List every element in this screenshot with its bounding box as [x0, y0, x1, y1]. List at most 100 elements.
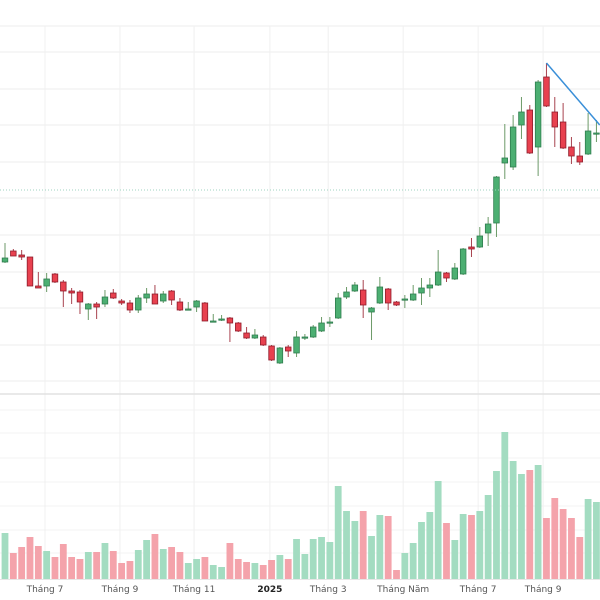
- candle: [193, 300, 200, 312]
- candle: [476, 227, 484, 248]
- volume-bar: [326, 542, 334, 579]
- candle: [534, 80, 542, 176]
- candle: [509, 115, 517, 170]
- candle: [43, 273, 50, 292]
- volume-bar: [509, 461, 517, 579]
- candle-body: [310, 326, 317, 338]
- candle: [543, 63, 550, 107]
- candle: [135, 295, 142, 313]
- candle: [51, 273, 59, 283]
- volume-bar: [109, 551, 117, 579]
- volume-bar: [193, 559, 200, 579]
- candle-body: [201, 302, 209, 322]
- candle: [568, 137, 575, 164]
- volume-bar: [218, 567, 225, 579]
- candle: [101, 290, 109, 307]
- candle: [226, 317, 234, 342]
- volume-pane: [1, 432, 600, 579]
- candle-body: [35, 285, 42, 289]
- candle: [126, 300, 134, 313]
- volume-bar: [334, 486, 342, 579]
- candle-body: [1, 257, 9, 263]
- candle: [243, 327, 250, 339]
- candle-body: [151, 293, 159, 305]
- candle-body: [268, 345, 275, 361]
- candle: [26, 256, 34, 287]
- volume-bar: [459, 514, 467, 579]
- volume-bar: [443, 523, 450, 579]
- volume-bar: [393, 570, 400, 579]
- volume-bar: [376, 515, 384, 579]
- candle: [384, 288, 392, 310]
- candle-body: [418, 287, 425, 294]
- candle-body: [243, 332, 250, 339]
- x-tick-label: Tháng 9: [101, 585, 139, 595]
- candle-body: [343, 291, 350, 298]
- candle-body: [226, 317, 234, 324]
- volume-bar: [84, 552, 92, 579]
- candle-body: [235, 322, 242, 332]
- volume-bar: [268, 560, 275, 579]
- volume-bar: [368, 536, 375, 579]
- x-tick-label: 2025: [257, 585, 282, 595]
- candle-body: [318, 322, 325, 332]
- candle: [218, 315, 225, 321]
- volume-bar: [126, 561, 134, 579]
- candle-body: [459, 248, 467, 275]
- volume-bar: [409, 543, 417, 579]
- candle-body: [276, 347, 284, 364]
- candle-body: [185, 308, 192, 311]
- volume-bar: [143, 540, 151, 579]
- candle: [293, 331, 300, 357]
- candle: [201, 302, 209, 322]
- candle: [68, 288, 75, 304]
- time-axis[interactable]: Tháng 7 Tháng 9 Tháng 11 2025 Tháng 3 Tháng N…: [26, 585, 562, 595]
- candle: [593, 120, 600, 142]
- candle-body: [593, 132, 600, 135]
- volume-bar: [576, 537, 584, 579]
- candle: [559, 103, 567, 149]
- volume-bar: [418, 522, 425, 579]
- candle-body: [118, 300, 125, 304]
- candle-body: [334, 297, 342, 319]
- volume-bar: [551, 498, 559, 579]
- volume-bar: [209, 565, 217, 579]
- candle: [60, 280, 67, 307]
- volume-bar: [184, 563, 192, 579]
- volume-bar: [26, 537, 34, 579]
- x-tick-label: Tháng 9: [524, 585, 562, 595]
- trend-line[interactable]: [545, 62, 600, 126]
- volume-bar: [426, 512, 434, 579]
- volume-bar: [59, 544, 67, 579]
- volume-bar: [568, 518, 575, 579]
- volume-bar: [359, 511, 367, 579]
- candle-body: [443, 272, 450, 279]
- x-tick-label: Tháng Năm: [376, 585, 429, 595]
- candle-body: [210, 320, 217, 323]
- x-tick-label: Tháng 11: [172, 585, 215, 595]
- candle: [185, 302, 192, 311]
- volume-bar: [451, 540, 459, 579]
- volume-bar: [301, 554, 309, 579]
- candle-body: [476, 235, 484, 248]
- candle-body: [368, 307, 375, 313]
- candle: [93, 302, 100, 319]
- candle-body: [26, 256, 34, 287]
- candle: [368, 307, 375, 340]
- candle: [393, 301, 400, 306]
- candle-body: [168, 290, 175, 301]
- candle-body: [534, 81, 542, 148]
- candle: [459, 248, 467, 275]
- candle-body: [526, 109, 533, 154]
- candle: [584, 113, 592, 155]
- candle: [301, 334, 309, 340]
- volume-bar: [1, 533, 9, 579]
- volume-bar: [384, 516, 392, 579]
- candle-body: [143, 293, 150, 299]
- volume-bar: [226, 543, 234, 579]
- candle-body: [426, 284, 434, 289]
- candle-body: [584, 130, 592, 155]
- volume-bar: [201, 557, 209, 579]
- candle-body: [176, 301, 184, 311]
